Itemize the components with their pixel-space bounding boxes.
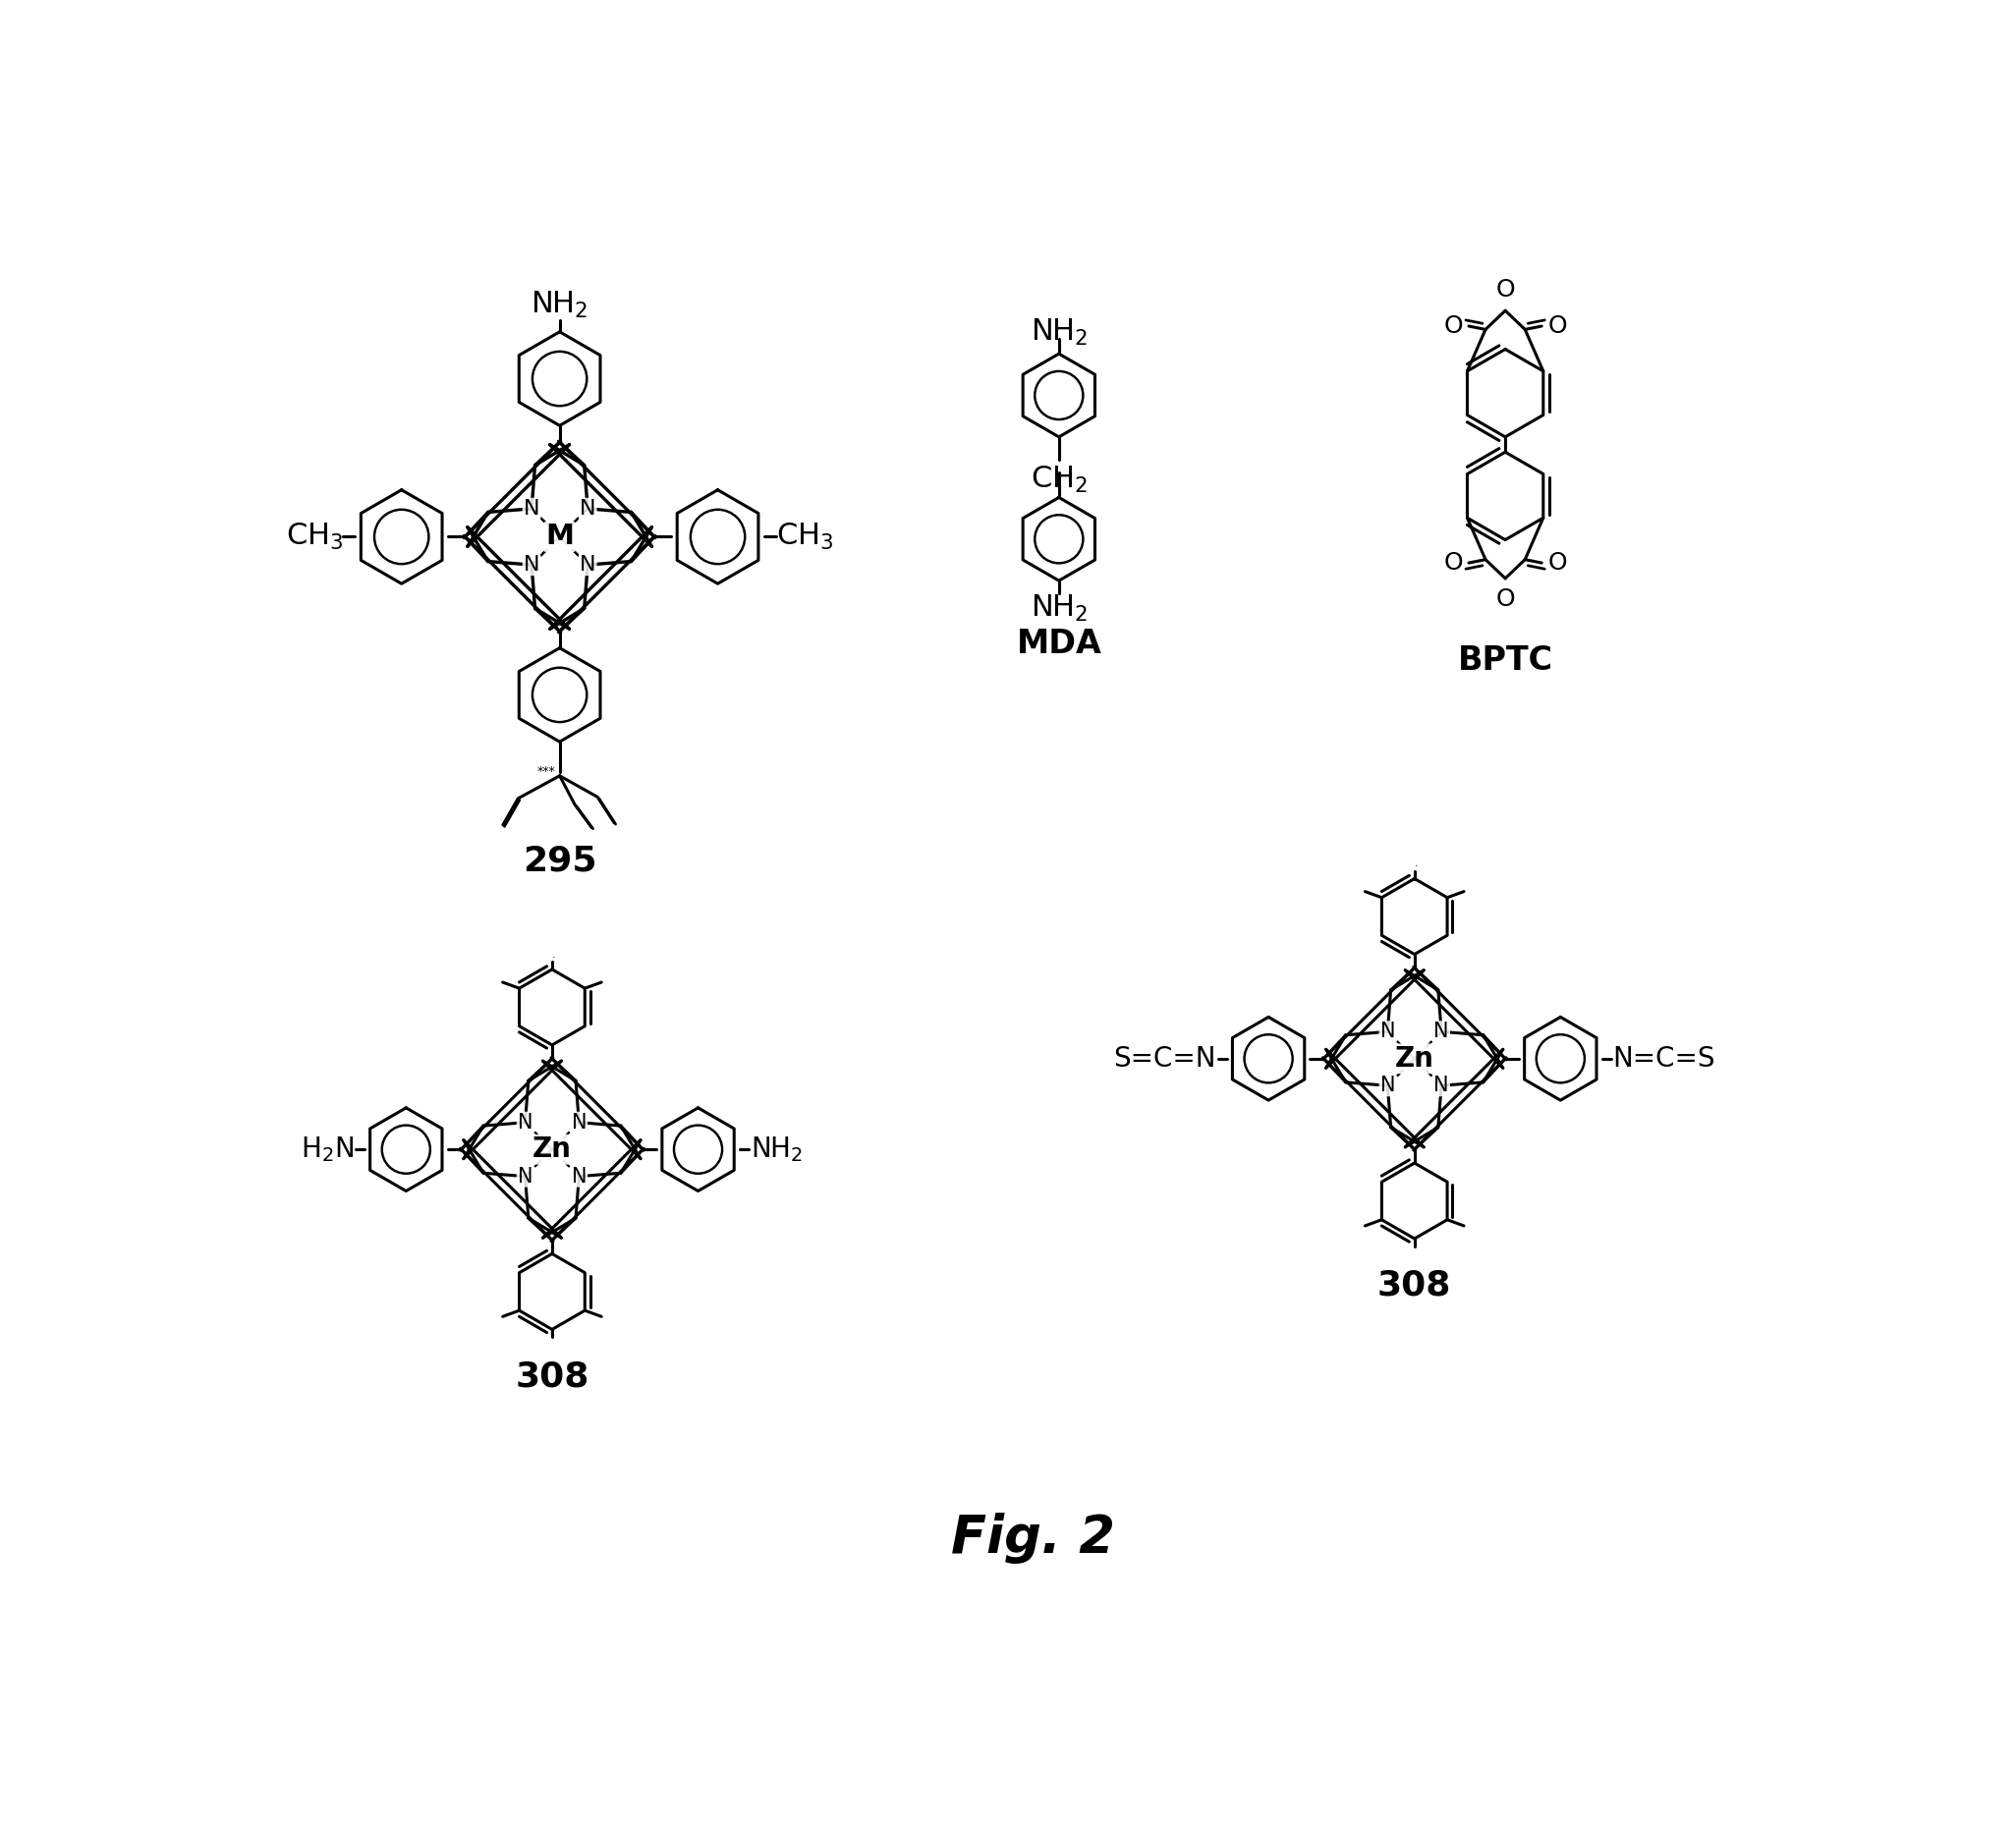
Text: O: O (1443, 314, 1464, 338)
Text: N: N (581, 555, 597, 575)
Text: CH$_2$: CH$_2$ (1030, 466, 1087, 495)
Text: M: M (546, 522, 575, 550)
Text: N=C=S: N=C=S (1613, 1044, 1716, 1072)
Text: 308: 308 (1377, 1269, 1452, 1302)
Text: N: N (1433, 1023, 1450, 1041)
Text: N: N (518, 1167, 532, 1187)
Text: N: N (1379, 1023, 1395, 1041)
Text: ***: *** (536, 765, 554, 778)
Text: BPTC: BPTC (1458, 645, 1552, 677)
Text: Fig. 2: Fig. 2 (952, 1512, 1115, 1563)
Text: ·: · (552, 953, 556, 962)
Text: NH$_2$: NH$_2$ (1030, 318, 1087, 349)
Text: NH$_2$: NH$_2$ (530, 290, 589, 321)
Text: H$_2$N: H$_2$N (300, 1134, 355, 1163)
Text: 295: 295 (522, 844, 597, 876)
Text: CH$_3$: CH$_3$ (776, 522, 833, 551)
Text: N: N (1433, 1076, 1450, 1096)
Text: NH$_2$: NH$_2$ (1030, 593, 1087, 624)
Text: O: O (1496, 278, 1514, 301)
Text: N: N (571, 1112, 587, 1132)
Text: O: O (1496, 588, 1514, 612)
Text: O: O (1548, 314, 1566, 338)
Text: O: O (1548, 551, 1566, 575)
Text: N: N (518, 1112, 532, 1132)
Text: N: N (524, 498, 540, 519)
Text: MDA: MDA (1016, 628, 1101, 659)
Text: NH$_2$: NH$_2$ (750, 1134, 802, 1163)
Text: O: O (1443, 551, 1464, 575)
Text: 308: 308 (514, 1360, 589, 1393)
Text: Zn: Zn (532, 1136, 573, 1163)
Text: S=C=N: S=C=N (1113, 1044, 1216, 1072)
Text: ·: · (1415, 862, 1417, 871)
Text: N: N (571, 1167, 587, 1187)
Text: CH$_3$: CH$_3$ (286, 522, 343, 551)
Text: N: N (581, 498, 597, 519)
Text: Zn: Zn (1395, 1044, 1433, 1072)
Text: N: N (524, 555, 540, 575)
Text: N: N (1379, 1076, 1395, 1096)
